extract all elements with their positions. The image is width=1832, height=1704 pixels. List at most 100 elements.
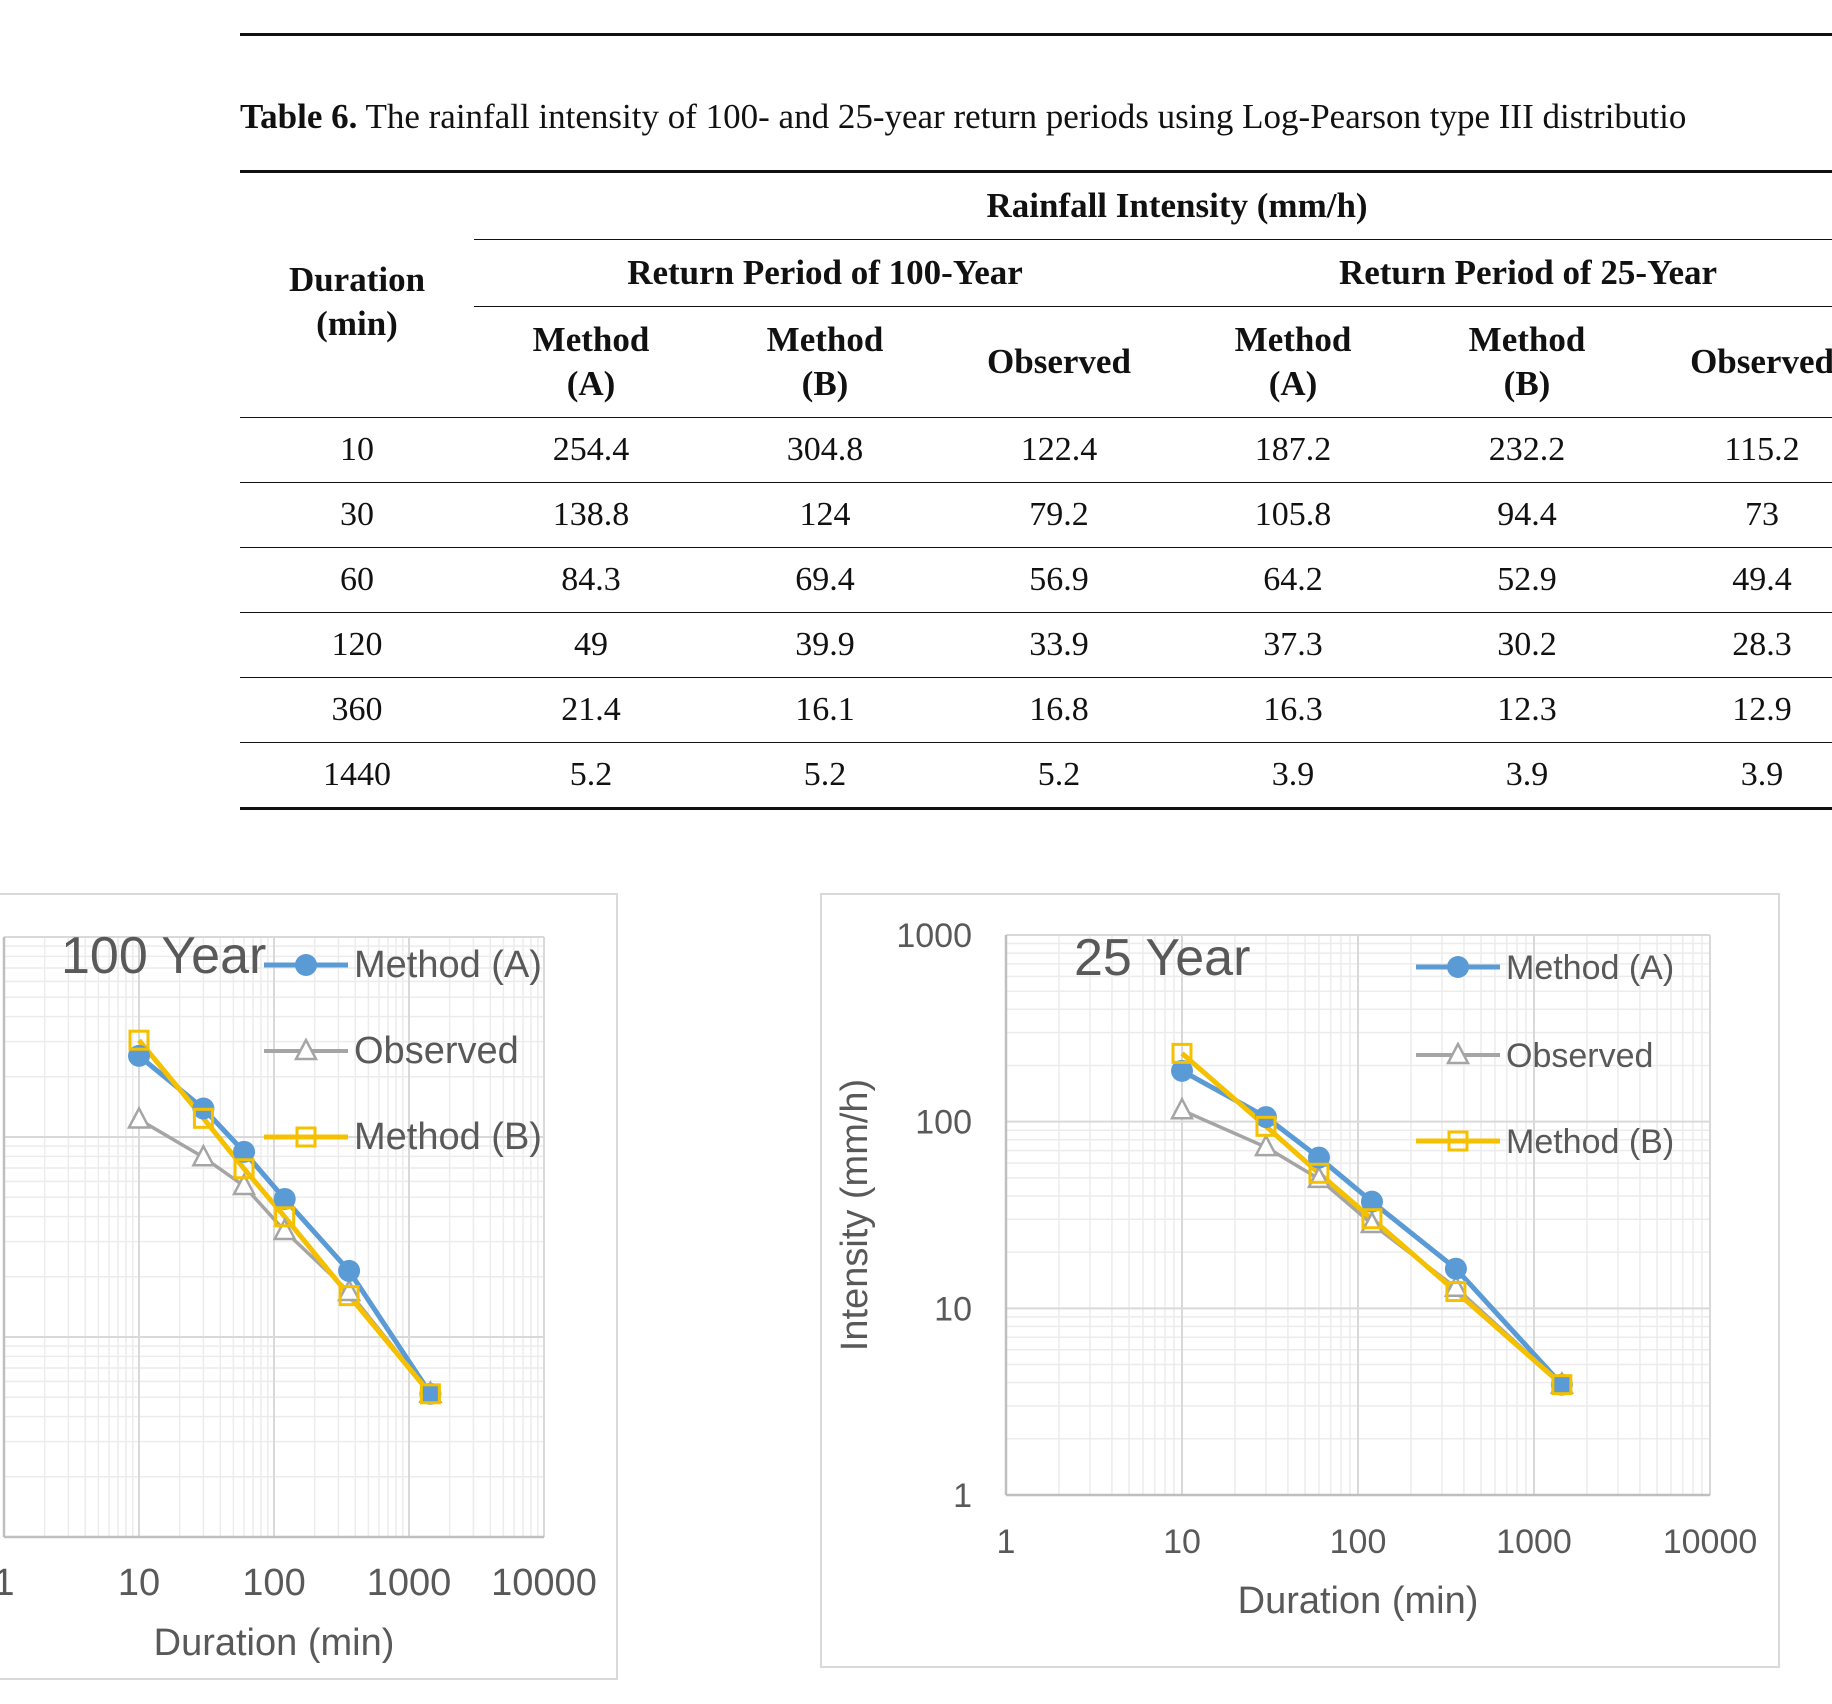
rainfall-intensity-header: Rainfall Intensity (mm/h) — [474, 170, 1832, 240]
caption-text: The rainfall intensity of 100- and 25-ye… — [357, 97, 1687, 136]
table-cell: 73 — [1644, 482, 1832, 548]
data-point — [233, 1158, 255, 1180]
data-point — [1308, 1162, 1330, 1184]
table-cell: 5.2 — [942, 742, 1176, 810]
legend-label: Observed — [354, 1030, 519, 1072]
table-cell: 115.2 — [1644, 417, 1832, 483]
data-point — [126, 1105, 152, 1129]
data-point — [273, 1187, 296, 1210]
table-cell: 30 — [240, 482, 474, 548]
method-b-25-header: Method (B) — [1410, 307, 1644, 418]
previous-table-last-row: 1440 4.8 4.8 4.8 3.8 3.8 3.8 — [240, 0, 1832, 32]
data-point — [1253, 1133, 1279, 1157]
y-axis-label: Intensity (mm/h) — [834, 1079, 876, 1351]
data-point — [1255, 1115, 1277, 1137]
table-cell: 254.4 — [474, 417, 708, 483]
data-point — [231, 1172, 257, 1196]
y-tick-label: 1000 — [896, 917, 972, 955]
table-row: 10 254.4 304.8 122.4 187.2 232.2 115.2 — [240, 417, 1832, 483]
x-tick-label: 1 — [0, 1562, 15, 1604]
method-a-25-header: Method (A) — [1176, 307, 1410, 418]
table-cell: 122.4 — [942, 417, 1176, 483]
data-point — [338, 1259, 361, 1282]
table-cell: 30.2 — [1410, 612, 1644, 678]
data-point — [1445, 1281, 1467, 1303]
duration-header: Duration (min) — [240, 170, 474, 418]
table-cell: 84.3 — [474, 547, 708, 613]
data-point — [1360, 1190, 1383, 1213]
series-line-method-a- — [1180, 1068, 1564, 1387]
data-point — [274, 1206, 296, 1228]
table-cell: 3.9 — [1410, 742, 1644, 810]
y-tick-label: 100 — [915, 1104, 972, 1142]
table-cell: 105.8 — [1176, 482, 1410, 548]
legend-label: Method (B) — [1506, 1123, 1674, 1161]
chart-100-year: 1 10 100 1000 10000 Duration (min) 100 Year Met… — [0, 927, 597, 1664]
header-line: Observed — [987, 342, 1131, 381]
prev-cell: 4.8 — [942, 0, 1176, 8]
header-line: Method — [1468, 320, 1586, 359]
x-tick-label: 10000 — [1663, 1523, 1758, 1561]
x-tick-label: 100 — [242, 1562, 305, 1604]
prev-cell: 1440 — [240, 0, 474, 8]
duration-header-line2: (min) — [316, 304, 398, 343]
x-tick-label: 100 — [1330, 1523, 1387, 1561]
chart-25-year-frame: 1 10 100 1000 10000 1 10 100 1000 Duration (min) I… — [820, 893, 1780, 1668]
legend-marker — [295, 954, 317, 976]
table-cell: 64.2 — [1176, 547, 1410, 613]
series-line-method-b- — [137, 1038, 433, 1396]
observed-25-header: Observed — [1644, 307, 1832, 418]
series-line-observed — [1181, 1108, 1564, 1386]
rainfall-intensity-table: Duration (min) Rainfall Intensity (mm/h)… — [240, 170, 1832, 810]
legend-label: Method (A) — [1506, 949, 1674, 987]
table-cell: 120 — [240, 612, 474, 678]
table-row: 60 84.3 69.4 56.9 64.2 52.9 49.4 — [240, 547, 1832, 613]
series-line-observed — [138, 1117, 432, 1395]
table-caption: Table 6. The rainfall intensity of 100- … — [240, 95, 1832, 139]
legend-marker — [295, 1126, 317, 1148]
chart-25-year: 1 10 100 1000 10000 1 10 100 1000 Duration (min) I… — [834, 917, 1758, 1622]
data-point — [1361, 1208, 1383, 1230]
data-point — [419, 1383, 441, 1405]
legend-label: Method (A) — [354, 944, 542, 986]
table-cell: 49 — [474, 612, 708, 678]
table-cell: 5.2 — [474, 742, 708, 810]
legend-marker — [293, 1037, 319, 1061]
header-line: (B) — [801, 364, 849, 403]
table-cell: 16.1 — [708, 677, 942, 743]
chart-title: 100 Year — [61, 927, 266, 985]
x-tick-label: 10 — [118, 1562, 160, 1604]
table-cell: 56.9 — [942, 547, 1176, 613]
table-cell: 94.4 — [1410, 482, 1644, 548]
table-cell: 37.3 — [1176, 612, 1410, 678]
data-point — [1171, 1059, 1193, 1082]
table-cell: 52.9 — [1410, 547, 1644, 613]
table-cell: 60 — [240, 547, 474, 613]
caption-label: Table 6. — [240, 97, 358, 136]
header-line: Method — [532, 320, 650, 359]
series-line-method-a- — [137, 1053, 433, 1396]
data-point — [1444, 1257, 1467, 1280]
table-row: 360 21.4 16.1 16.8 16.3 12.3 12.9 — [240, 677, 1832, 743]
x-tick-label: 1000 — [367, 1562, 452, 1604]
legend-label: Method (B) — [354, 1116, 542, 1158]
period-25-header: Return Period of 25-Year — [1176, 239, 1832, 307]
data-point — [419, 1382, 442, 1405]
table-row: 1440 5.2 5.2 5.2 3.9 3.9 3.9 — [240, 742, 1832, 810]
legend-marker — [1447, 1130, 1469, 1152]
prev-cell: 3.8 — [1644, 0, 1832, 8]
period-100-header: Return Period of 100-Year — [474, 239, 1176, 307]
header-line: Method — [766, 320, 884, 359]
duration-header-line1: Duration — [288, 260, 426, 299]
legend-label: Observed — [1506, 1037, 1653, 1075]
table-cell: 12.3 — [1410, 677, 1644, 743]
data-point — [272, 1217, 297, 1241]
table-cell: 124 — [708, 482, 942, 548]
table-cell: 1440 — [240, 742, 474, 810]
data-point — [1171, 1042, 1193, 1064]
table-cell: 10 — [240, 417, 474, 483]
method-b-100-header: Method (B) — [708, 307, 942, 418]
x-tick-label: 1000 — [1496, 1523, 1572, 1561]
previous-table-bottom-rule — [240, 33, 1832, 36]
data-point — [128, 1029, 150, 1051]
